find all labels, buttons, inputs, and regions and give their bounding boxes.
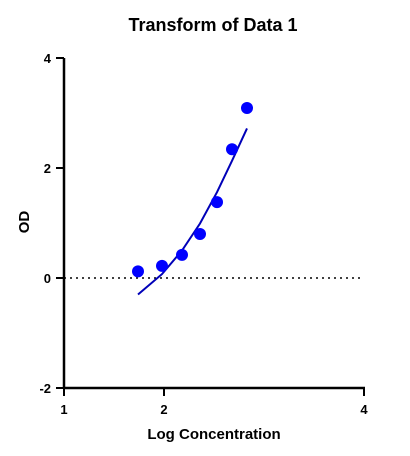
y-axis-label: OD: [16, 211, 33, 234]
x-tick-label: 1: [60, 402, 67, 417]
data-point: [156, 259, 168, 272]
data-points: [132, 102, 253, 278]
fit-curve: [137, 127, 248, 296]
data-point: [176, 248, 188, 261]
data-point: [226, 143, 238, 156]
y-tick-label: 4: [44, 51, 52, 66]
chart-title: Transform of Data 1: [128, 15, 297, 35]
data-point: [194, 228, 206, 240]
data-point: [211, 196, 223, 209]
x-axis-label: Log Concentration: [147, 426, 280, 443]
y-tick-label: -2: [39, 381, 51, 396]
y-axis-ticks: -2 0 2 4: [39, 51, 64, 396]
x-tick-label: 2: [160, 402, 167, 417]
x-axis-ticks: 1 2 4: [60, 388, 368, 417]
y-tick-label: 0: [44, 271, 51, 286]
data-point: [132, 265, 144, 278]
data-point: [241, 102, 253, 115]
x-tick-label: 4: [360, 402, 368, 417]
y-tick-label: 2: [44, 161, 51, 176]
